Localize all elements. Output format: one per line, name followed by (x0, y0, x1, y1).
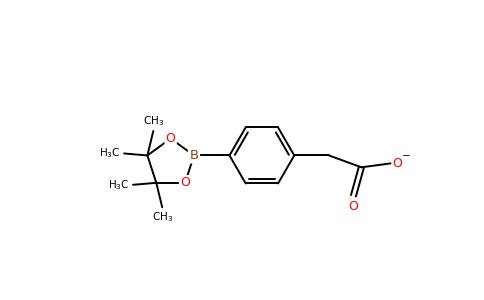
Text: H$_3$C: H$_3$C (108, 178, 130, 192)
Text: O: O (393, 157, 402, 170)
Text: O: O (348, 200, 359, 213)
Text: CH$_3$: CH$_3$ (151, 211, 173, 224)
Text: CH$_3$: CH$_3$ (143, 114, 164, 128)
Text: B: B (189, 149, 198, 162)
Text: O: O (166, 132, 176, 145)
Text: H$_3$C: H$_3$C (99, 147, 121, 160)
Text: O: O (180, 176, 190, 189)
Text: −: − (402, 151, 410, 161)
